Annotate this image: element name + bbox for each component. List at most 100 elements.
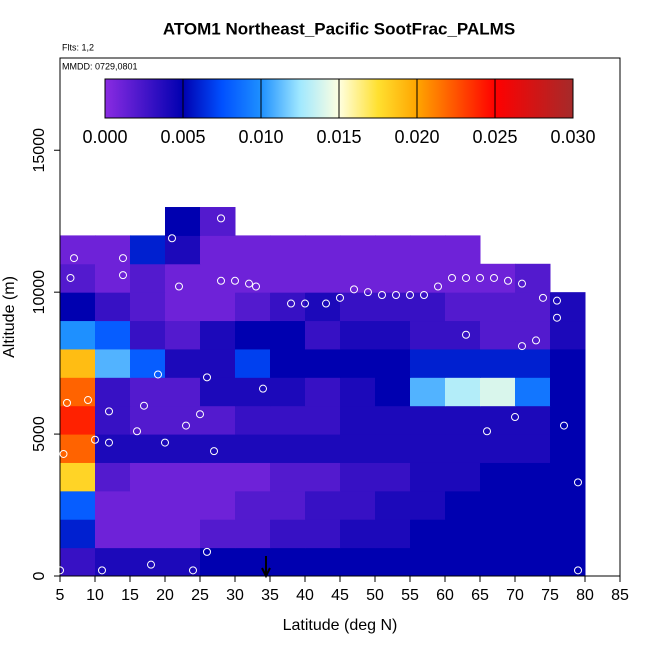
heat-cell (235, 490, 271, 520)
heat-cell (200, 519, 236, 549)
heat-cell (60, 263, 96, 293)
sample-point (203, 547, 211, 556)
heat-cell (95, 434, 131, 463)
y-tick-label: 5000 (31, 416, 48, 452)
sample-point (59, 449, 68, 458)
heat-cell (515, 462, 551, 492)
heat-cell (445, 434, 481, 463)
heat-cell (445, 348, 481, 378)
y-tick-label: 0 (31, 571, 48, 580)
sample-point (182, 421, 190, 430)
heat-cell (200, 405, 236, 435)
heat-cell (375, 377, 411, 407)
heat-cell (480, 377, 516, 407)
colorbar-tick-label: 0.025 (472, 127, 517, 147)
heat-cell (445, 490, 481, 520)
heat-cell (340, 405, 376, 435)
heat-cell (130, 490, 166, 520)
heat-cell (305, 547, 341, 577)
heat-cell (270, 405, 306, 435)
heat-cell (305, 292, 341, 322)
heat-cell (130, 348, 166, 378)
heat-cell (235, 405, 271, 435)
heat-cell (60, 405, 96, 435)
x-tick-label: 80 (576, 587, 594, 604)
heat-cell (200, 235, 236, 265)
dates-note: MMDD: 0729,0801 (62, 61, 138, 71)
heat-cell (480, 320, 516, 350)
sample-point (448, 273, 456, 282)
heat-cell (480, 405, 516, 435)
heat-cell (200, 263, 236, 293)
heat-cell (200, 348, 236, 378)
sample-point (175, 282, 183, 291)
sample-point (462, 273, 470, 282)
heat-cell (375, 405, 411, 435)
heat-cell (550, 405, 586, 435)
heat-cell (200, 462, 236, 492)
heat-cell (515, 292, 551, 322)
heat-cell (550, 462, 586, 492)
sample-point (147, 560, 155, 569)
heat-cell (60, 377, 96, 407)
heat-cell (515, 434, 551, 463)
heat-cell (165, 377, 201, 407)
heat-cell (95, 547, 131, 577)
heat-cell (165, 348, 201, 378)
x-tick-label: 30 (226, 587, 244, 604)
sample-point (574, 566, 582, 575)
heat-cell (375, 263, 411, 293)
sample-point (392, 291, 400, 300)
heat-cell (60, 547, 96, 577)
sample-point (63, 398, 71, 407)
sample-point (84, 396, 92, 405)
heat-cell (130, 377, 166, 407)
x-tick-label: 85 (611, 587, 629, 604)
sample-point (574, 478, 582, 487)
x-tick-label: 5 (56, 587, 65, 604)
heat-cell (340, 377, 376, 407)
heat-cell (200, 547, 236, 577)
chart-title: ATOM1 Northeast_Pacific SootFrac_PALMS (163, 19, 515, 38)
sample-point (434, 282, 442, 291)
sample-point (203, 373, 211, 382)
heat-cell (550, 292, 586, 322)
sample-point (168, 234, 176, 243)
heat-cell (235, 320, 271, 350)
heat-cell (515, 547, 551, 577)
heat-cell (130, 235, 166, 265)
sample-point (504, 276, 512, 285)
sample-point (539, 293, 547, 302)
x-tick-label: 70 (506, 587, 524, 604)
heat-cell (445, 547, 481, 577)
flights-note: Flts: 1,2 (62, 42, 94, 52)
colorbar-tick-label: 0.010 (238, 127, 283, 147)
heat-cell (340, 462, 376, 492)
sample-point (553, 296, 561, 305)
heat-cell (270, 547, 306, 577)
heat-cell (480, 519, 516, 549)
heat-cell (515, 263, 551, 293)
heat-cell (305, 348, 341, 378)
heat-cell (130, 320, 166, 350)
heat-cell (410, 235, 446, 265)
heat-cell (410, 490, 446, 520)
heat-cell (410, 348, 446, 378)
heat-cell (270, 377, 306, 407)
heat-cell (165, 547, 201, 577)
sample-point (56, 566, 64, 575)
heat-cell (480, 490, 516, 520)
heat-cell (550, 377, 586, 407)
heat-cell (340, 490, 376, 520)
heat-cell (410, 320, 446, 350)
heat-cell (480, 434, 516, 463)
x-tick-label: 10 (86, 587, 104, 604)
heat-cell (165, 235, 201, 265)
heat-cell (305, 235, 341, 265)
sample-point (336, 293, 344, 302)
heat-cell (340, 519, 376, 549)
heat-cell (340, 320, 376, 350)
sample-point (378, 291, 386, 300)
heat-cell (60, 462, 96, 492)
